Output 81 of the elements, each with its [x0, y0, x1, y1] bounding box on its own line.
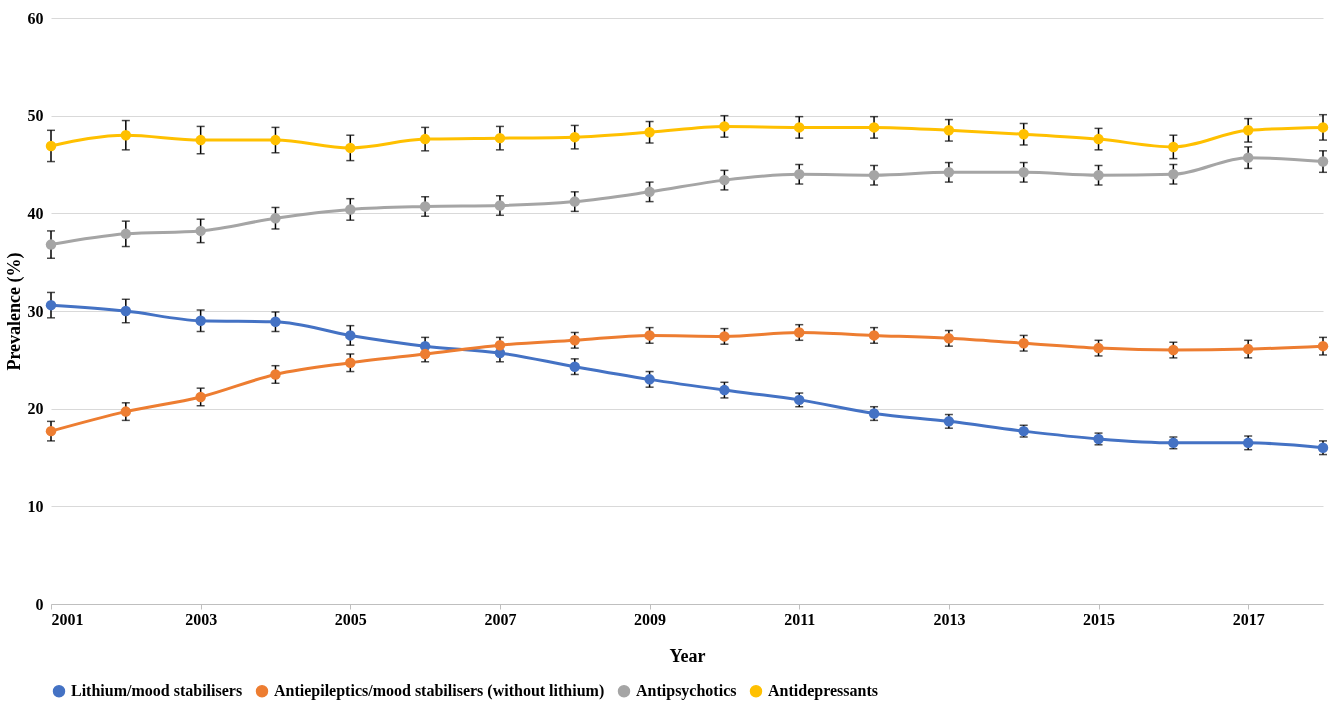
point	[494, 132, 506, 144]
point	[345, 330, 356, 341]
point	[1242, 152, 1254, 163]
point	[195, 134, 206, 146]
x-tick-label: 2003	[185, 610, 218, 628]
point	[943, 125, 955, 136]
point	[345, 204, 356, 215]
legend-label: Antipsychotics	[636, 682, 737, 701]
x-tick-label: 2015	[1083, 610, 1116, 628]
point	[1093, 133, 1104, 145]
point	[270, 134, 281, 146]
point	[1317, 122, 1329, 133]
point	[1242, 343, 1254, 355]
point	[45, 425, 57, 437]
point	[569, 335, 581, 346]
point	[345, 357, 356, 368]
y-tick-label: 50	[27, 107, 44, 125]
point	[270, 212, 281, 224]
y-tick-label: 40	[27, 204, 44, 222]
y-tick-label: 20	[27, 400, 44, 418]
point	[419, 201, 431, 212]
x-tick-label: 2001	[51, 610, 84, 628]
point	[195, 315, 206, 326]
point	[419, 133, 431, 145]
point	[120, 406, 132, 417]
point	[1168, 141, 1179, 153]
point	[644, 186, 655, 198]
point	[1242, 125, 1254, 136]
y-tick-label: 60	[27, 9, 44, 27]
point	[1093, 170, 1104, 181]
point	[569, 196, 581, 207]
point	[793, 327, 805, 338]
point	[644, 127, 655, 138]
point	[195, 225, 206, 237]
point	[1317, 156, 1329, 167]
x-tick-label: 2005	[334, 610, 367, 628]
point	[644, 330, 655, 341]
legend-label: Antiepileptics/mood stabilisers (without lithium)	[274, 682, 605, 701]
x-tick-label: 2017	[1232, 610, 1265, 628]
point	[943, 333, 955, 344]
point	[719, 174, 730, 186]
point	[569, 131, 581, 143]
point	[1168, 169, 1179, 180]
point	[270, 316, 281, 327]
point	[345, 142, 356, 154]
x-tick-label: 2011	[784, 610, 816, 628]
point	[719, 331, 730, 342]
point	[719, 121, 730, 132]
point	[1317, 340, 1329, 352]
y-axis-title: Prevalence (%)	[3, 252, 25, 371]
point	[120, 228, 132, 240]
y-tick-label: 10	[27, 497, 44, 515]
point	[120, 305, 132, 317]
x-tick-label: 2009	[634, 610, 667, 628]
point	[120, 129, 132, 141]
point	[793, 169, 805, 180]
point	[45, 140, 57, 152]
point	[1018, 338, 1029, 349]
legend-label: Lithium/mood stabilisers	[71, 682, 243, 700]
point	[1018, 167, 1029, 178]
point	[1018, 128, 1029, 140]
point	[45, 299, 57, 311]
y-tick-label: 0	[35, 595, 44, 613]
point	[644, 374, 655, 385]
x-tick-label: 2007	[484, 610, 517, 628]
x-tick-label: 2013	[933, 610, 966, 628]
point	[793, 122, 805, 133]
point	[868, 170, 880, 181]
point	[868, 122, 880, 133]
point	[494, 200, 506, 211]
point	[569, 361, 581, 372]
legend-label: Antidepressants	[768, 682, 878, 701]
point	[943, 167, 955, 178]
point	[419, 348, 431, 360]
y-tick-label: 30	[27, 302, 44, 320]
point	[195, 391, 206, 403]
x-axis-title: Year	[669, 645, 706, 666]
point	[1093, 342, 1104, 354]
point	[868, 330, 880, 341]
point	[270, 369, 281, 380]
point	[45, 239, 57, 250]
